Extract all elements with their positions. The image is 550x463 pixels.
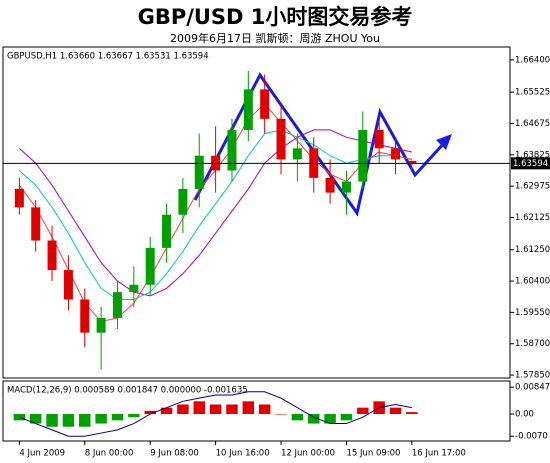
macd-bar <box>340 414 353 421</box>
candle-body <box>374 129 384 149</box>
candle-body <box>227 129 237 171</box>
macd-bar <box>226 404 238 415</box>
candle-body <box>96 317 106 333</box>
x-tick-label: 15 Jun 09:00 <box>346 449 400 459</box>
candle-body <box>276 118 286 160</box>
candle-body <box>178 188 188 215</box>
macd-bar <box>46 414 58 427</box>
macd-bar <box>160 407 173 415</box>
macd-bar <box>291 414 304 421</box>
candle-body <box>162 214 172 248</box>
candle-body <box>341 181 351 193</box>
macd-bar <box>308 414 320 424</box>
x-tick-label: 12 Jun 00:00 <box>281 449 335 459</box>
macd-bar <box>128 414 140 418</box>
macd-bar <box>258 404 271 415</box>
symbol-header: GBPUSD,H1 1.63660 1.63667 1.63531 1.6359… <box>7 52 209 62</box>
x-tick-label: 9 Jun 08:00 <box>150 449 199 459</box>
x-tick-label: 16 Jun 17:00 <box>412 449 466 459</box>
y-tick-label: 0.00 <box>515 410 534 420</box>
moving-average <box>19 129 412 297</box>
macd-bar <box>79 414 91 427</box>
macd-bar <box>193 401 205 415</box>
macd-bar <box>389 407 402 415</box>
candle-body <box>260 89 270 119</box>
y-tick-label: 1.64675 <box>515 119 550 129</box>
y-tick-label: 0.00847 <box>515 383 550 393</box>
macd-bar <box>324 414 336 424</box>
macd-bar <box>406 412 418 415</box>
candle-body <box>325 177 335 193</box>
macd-bar <box>177 404 189 415</box>
macd-line <box>19 391 412 437</box>
y-tick-label: 1.62975 <box>515 182 550 192</box>
macd-bar <box>29 414 42 424</box>
candle-body <box>47 240 57 271</box>
candle-body <box>407 160 417 164</box>
candle-body <box>391 148 401 160</box>
y-tick-label: 1.63825 <box>515 150 550 160</box>
arrow-head <box>436 134 452 150</box>
macd-bar <box>275 414 287 415</box>
x-tick-label: 8 Jun 00:00 <box>85 449 134 459</box>
y-tick-label: 1.59550 <box>515 308 550 318</box>
current-price-box <box>511 157 550 170</box>
y-tick-label: 1.65525 <box>515 88 550 98</box>
y-tick-label: 1.61250 <box>515 245 550 255</box>
macd-bar <box>95 414 107 424</box>
y-tick-label: 1.60400 <box>515 277 550 287</box>
candle-body <box>292 148 302 160</box>
macd-bar <box>209 404 222 415</box>
candle-body <box>31 207 41 241</box>
macd-bar <box>144 410 156 415</box>
chart-subtitle: 2009年6月17日 凯斯顿：周游 ZHOU You <box>170 31 380 45</box>
candle-body <box>63 270 73 300</box>
y-tick-label: 1.58700 <box>515 339 550 349</box>
y-tick-label: 1.62125 <box>515 213 550 223</box>
candle-body <box>194 155 204 189</box>
macd-bar <box>242 401 255 415</box>
y-tick-label: -0.0070 <box>515 432 548 442</box>
candle-body <box>112 292 122 318</box>
macd-header: MACD(12,26,9) 0.000589 0.001847 0.000000… <box>7 386 248 396</box>
chart-title: GBP/USD 1小时图交易参考 <box>138 5 413 29</box>
macd-bar <box>62 414 75 427</box>
price-panel <box>2 46 511 379</box>
macd-bar <box>111 414 124 421</box>
x-tick-label: 4 Jun 2009 <box>19 449 65 459</box>
candle-body <box>145 247 155 285</box>
candle-body <box>243 89 253 130</box>
candle-body <box>358 129 368 182</box>
candle-body <box>14 188 24 208</box>
candle-body <box>129 284 139 293</box>
x-tick-label: 10 Jun 16:00 <box>216 449 270 459</box>
macd-bar <box>357 407 369 415</box>
y-tick-label: 1.57850 <box>515 371 550 381</box>
candle-body <box>80 299 90 333</box>
macd-panel <box>2 380 511 442</box>
current-price-label: 1.63594 <box>513 159 548 169</box>
y-tick-label: 1.66400 <box>515 55 550 65</box>
